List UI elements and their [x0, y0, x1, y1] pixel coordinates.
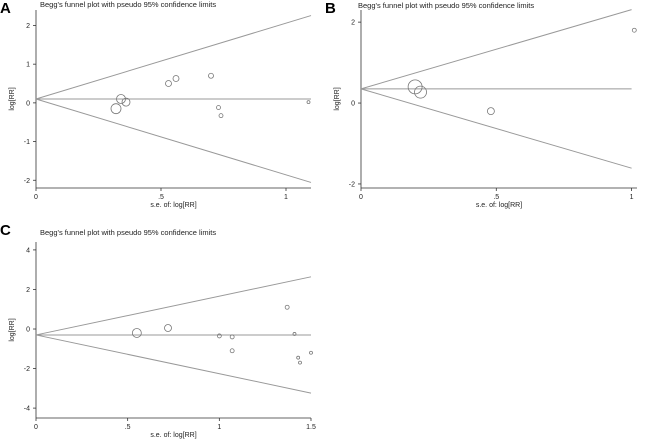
study-point	[229, 348, 235, 354]
study-point	[172, 75, 180, 82]
y-tick-label: 2	[26, 287, 30, 294]
study-point	[298, 360, 302, 365]
y-tick-label: 0	[26, 100, 30, 107]
study-point	[631, 27, 637, 33]
x-axis-label: s.e. of: log[RR]	[476, 202, 522, 209]
study-point	[165, 80, 172, 87]
y-axis-label: log[RR]	[334, 87, 341, 110]
y-tick-label: 2	[351, 20, 355, 27]
y-tick-label: 4	[26, 247, 30, 254]
panel-letter: A	[0, 0, 11, 17]
y-tick-label: -1	[24, 139, 30, 146]
y-axis-label: log[RR]	[9, 87, 16, 110]
x-tick-label: .5	[493, 194, 499, 201]
y-tick-label: -4	[24, 406, 30, 413]
y-tick-label: 1	[26, 62, 30, 69]
study-point	[306, 100, 311, 104]
y-axis-label: log[RR]	[9, 318, 16, 341]
study-point	[284, 304, 290, 310]
chart-title: Begg's funnel plot with pseudo 95% confi…	[358, 1, 535, 10]
panel-letter: B	[325, 0, 336, 17]
upper-confidence-limit	[35, 15, 312, 100]
lower-confidence-limit	[35, 334, 312, 394]
study-point	[164, 324, 172, 332]
study-point	[131, 328, 142, 338]
x-tick-label: 1	[217, 424, 221, 431]
funnel-plot-c: -4 -2 0 2 4 0 .5 1 1.5 s.e. of: log[RR] log[RR]	[9, 242, 316, 439]
lower-confidence-limit	[35, 98, 312, 183]
x-tick-label: 0	[34, 194, 38, 201]
x-tick-label: .5	[125, 424, 131, 431]
study-point	[292, 332, 297, 336]
y-tick-label: 2	[26, 23, 30, 30]
x-axis-label: s.e. of: log[RR]	[150, 202, 196, 209]
x-tick-label: 1.5	[306, 424, 316, 431]
y-tick-label: -2	[349, 181, 355, 188]
study-point	[296, 355, 301, 360]
y-tick-label: 0	[26, 327, 30, 334]
lower-confidence-limit	[360, 88, 632, 169]
y-tick-label: -2	[24, 178, 30, 185]
study-point	[121, 97, 131, 107]
panel-letter: C	[0, 222, 11, 239]
chart-title: Begg's funnel plot with pseudo 95% confi…	[40, 0, 217, 9]
study-point	[407, 79, 423, 95]
study-point	[208, 72, 214, 79]
study-point	[414, 85, 427, 99]
y-tick-label: -2	[24, 366, 30, 373]
x-tick-label: 1	[630, 194, 634, 201]
x-tick-label: 0	[34, 424, 38, 431]
study-point	[309, 350, 313, 355]
panel-a: A Begg's funnel plot with pseudo 95% con…	[0, 0, 325, 222]
upper-confidence-limit	[35, 276, 312, 336]
x-tick-label: 0	[359, 194, 363, 201]
x-tick-label: 1	[284, 194, 288, 201]
study-point	[110, 103, 122, 115]
study-point	[116, 94, 126, 104]
chart-title: Begg's funnel plot with pseudo 95% confi…	[40, 228, 217, 237]
study-point	[218, 113, 224, 119]
x-axis-label: s.e. of: log[RR]	[150, 432, 196, 439]
panel-b: B Begg's funnel plot with pseudo 95% con…	[325, 0, 650, 222]
study-point	[486, 107, 495, 116]
study-point	[216, 333, 222, 339]
study-point	[216, 105, 221, 110]
study-point	[229, 334, 235, 340]
y-tick-label: 0	[351, 101, 355, 108]
upper-confidence-limit	[360, 9, 632, 90]
panel-c: C Begg's funnel plot with pseudo 95% con…	[0, 222, 325, 444]
x-tick-label: .5	[158, 194, 164, 201]
funnel-plot-b: -2 0 2 0 .5 1 s.e. of: log[RR] log[RR]	[334, 9, 637, 209]
funnel-plot-a: -2 -1 0 1 2 0 .5 1 s.e. of: log[RR] log[RR]	[9, 10, 312, 209]
